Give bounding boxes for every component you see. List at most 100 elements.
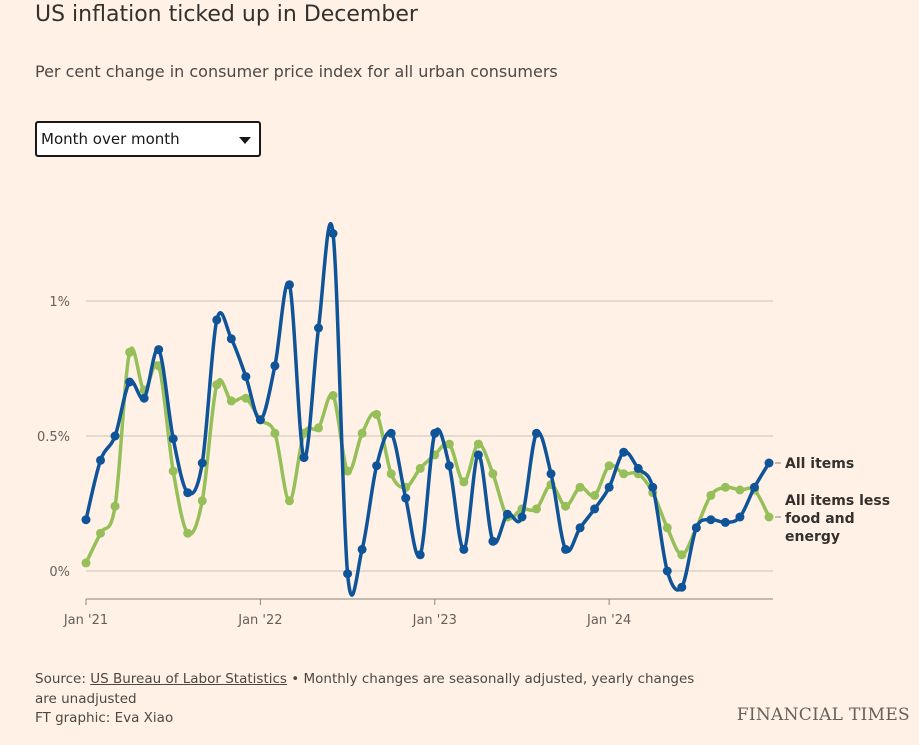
data-point [604, 482, 614, 492]
data-point [241, 372, 251, 382]
data-point [561, 544, 571, 554]
data-point [749, 482, 759, 492]
dropdown-value: Month over month [41, 130, 180, 148]
data-point [197, 458, 207, 468]
x-tick-label: Jan '22 [237, 613, 282, 628]
data-point [488, 469, 498, 479]
data-point [415, 550, 425, 560]
data-point [343, 569, 353, 579]
data-point [691, 523, 701, 533]
data-point [517, 512, 527, 522]
data-point [415, 463, 425, 473]
data-point [372, 409, 382, 419]
period-dropdown[interactable]: Month over month [35, 121, 261, 157]
data-point [575, 482, 585, 492]
chart-title: US inflation ticked up in December [35, 2, 418, 27]
chart-subtitle: Per cent change in consumer price index … [35, 62, 558, 81]
data-point [183, 528, 193, 538]
data-point [372, 461, 382, 471]
series-label-core: food and [785, 511, 855, 527]
source-link[interactable]: US Bureau of Labor Statistics [90, 671, 287, 687]
data-point [386, 469, 396, 479]
data-point [677, 550, 687, 560]
data-point [343, 466, 353, 476]
data-point [154, 345, 164, 355]
data-point [662, 523, 672, 533]
data-point [764, 512, 774, 522]
data-point [125, 377, 135, 387]
line-chart: 0% 0.5% 1% Jan '21 Jan '22 Jan '23 Jan '24 All … [37, 222, 890, 628]
data-point [96, 528, 106, 538]
data-point [183, 488, 193, 498]
data-point [255, 415, 265, 425]
x-tick-label: Jan '23 [412, 613, 457, 628]
data-point [720, 482, 730, 492]
y-tick-label: 1% [49, 295, 70, 310]
data-point [502, 509, 512, 519]
data-point [720, 517, 730, 527]
data-point [575, 523, 585, 533]
data-point [706, 515, 716, 525]
series-label-core: energy [785, 529, 840, 545]
data-point [314, 423, 324, 433]
data-point [401, 493, 411, 503]
data-point [590, 504, 600, 514]
data-point [168, 434, 178, 444]
data-point [197, 496, 207, 506]
series-line [84, 222, 771, 597]
data-point [386, 428, 396, 438]
data-point [662, 566, 672, 576]
data-point [590, 490, 600, 500]
data-point [430, 428, 440, 438]
series-core [81, 346, 774, 568]
data-point [110, 431, 120, 441]
y-tick-label: 0% [49, 565, 70, 580]
data-point [284, 496, 294, 506]
data-point [270, 361, 280, 371]
data-point [212, 380, 222, 390]
data-point [81, 558, 91, 568]
data-point [226, 334, 236, 344]
data-point [168, 466, 178, 476]
data-point [328, 229, 338, 238]
x-tick-label: Jan '24 [586, 613, 631, 628]
data-point [270, 428, 280, 438]
data-point [110, 501, 120, 511]
data-point [648, 482, 658, 492]
data-point [735, 512, 745, 522]
data-point [299, 453, 309, 463]
data-point [328, 391, 338, 400]
data-point [531, 504, 541, 514]
data-point [706, 490, 716, 500]
data-point [444, 439, 454, 449]
data-point [473, 439, 483, 449]
credit: FT graphic: Eva Xiao [35, 710, 174, 726]
series-all-items [81, 222, 774, 597]
series-label-all-items: All items [785, 456, 854, 472]
ft-logo: FINANCIAL TIMES [736, 705, 910, 725]
data-point [81, 515, 91, 525]
data-point [284, 280, 294, 290]
data-point [357, 544, 367, 554]
y-tick-label: 0.5% [37, 430, 70, 445]
data-point [212, 315, 222, 325]
data-point [241, 393, 251, 403]
source-note: • Monthly changes are seasonally adjuste… [35, 671, 695, 707]
footer: Source: US Bureau of Labor Statistics • … [35, 670, 695, 729]
data-point [473, 450, 483, 460]
data-point [677, 582, 687, 592]
data-point [619, 469, 629, 479]
data-point [314, 323, 324, 333]
data-point [604, 461, 614, 471]
source-prefix: Source: [35, 671, 91, 687]
x-tick-label: Jan '21 [63, 613, 108, 628]
data-point [96, 455, 106, 465]
data-point [619, 447, 629, 457]
data-point [444, 461, 454, 471]
data-point [546, 469, 556, 479]
data-point [459, 477, 469, 487]
series-label-core: All items less [785, 493, 890, 509]
data-point [488, 536, 498, 546]
data-point [531, 428, 541, 438]
